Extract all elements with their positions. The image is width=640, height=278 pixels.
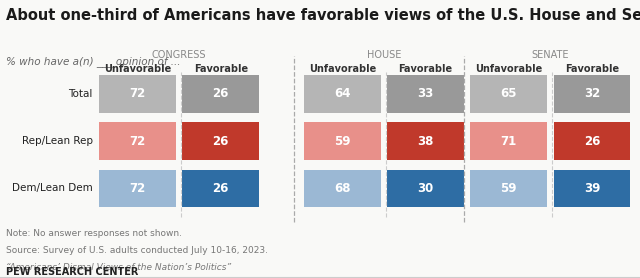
Text: Rep/Lean Rep: Rep/Lean Rep	[22, 136, 93, 146]
Text: 26: 26	[212, 87, 229, 100]
Text: SENATE: SENATE	[532, 50, 569, 60]
Text: Unfavorable: Unfavorable	[475, 64, 543, 74]
Text: Note: No answer responses not shown.: Note: No answer responses not shown.	[6, 229, 182, 238]
Text: 59: 59	[334, 135, 351, 148]
Text: 68: 68	[334, 182, 351, 195]
Text: 26: 26	[212, 135, 229, 148]
Text: “Americans’ Dismal Views of the Nation’s Politics”: “Americans’ Dismal Views of the Nation’s…	[6, 263, 232, 272]
Text: Favorable: Favorable	[565, 64, 619, 74]
Text: Unfavorable: Unfavorable	[104, 64, 172, 74]
Text: 30: 30	[417, 182, 434, 195]
Text: 59: 59	[500, 182, 517, 195]
Text: Dem/Lean Dem: Dem/Lean Dem	[12, 183, 93, 193]
Text: Source: Survey of U.S. adults conducted July 10-16, 2023.: Source: Survey of U.S. adults conducted …	[6, 246, 268, 255]
Text: 38: 38	[417, 135, 434, 148]
Text: 33: 33	[417, 87, 434, 100]
Text: HOUSE: HOUSE	[367, 50, 401, 60]
Text: CONGRESS: CONGRESS	[152, 50, 207, 60]
Text: Total: Total	[68, 89, 93, 99]
Text: 26: 26	[584, 135, 600, 148]
Text: Favorable: Favorable	[399, 64, 452, 74]
Text: 72: 72	[129, 135, 146, 148]
Text: 32: 32	[584, 87, 600, 100]
Text: Unfavorable: Unfavorable	[308, 64, 376, 74]
Text: 71: 71	[500, 135, 517, 148]
Text: About one-third of Americans have favorable views of the U.S. House and Senate: About one-third of Americans have favora…	[6, 8, 640, 23]
Text: 72: 72	[129, 87, 146, 100]
Text: 26: 26	[212, 182, 229, 195]
Text: 39: 39	[584, 182, 600, 195]
Text: 64: 64	[334, 87, 351, 100]
Text: Favorable: Favorable	[194, 64, 248, 74]
Text: 65: 65	[500, 87, 517, 100]
Text: 72: 72	[129, 182, 146, 195]
Text: % who have a(n) ___ opinion of ...: % who have a(n) ___ opinion of ...	[6, 56, 181, 66]
Text: PEW RESEARCH CENTER: PEW RESEARCH CENTER	[6, 267, 139, 277]
